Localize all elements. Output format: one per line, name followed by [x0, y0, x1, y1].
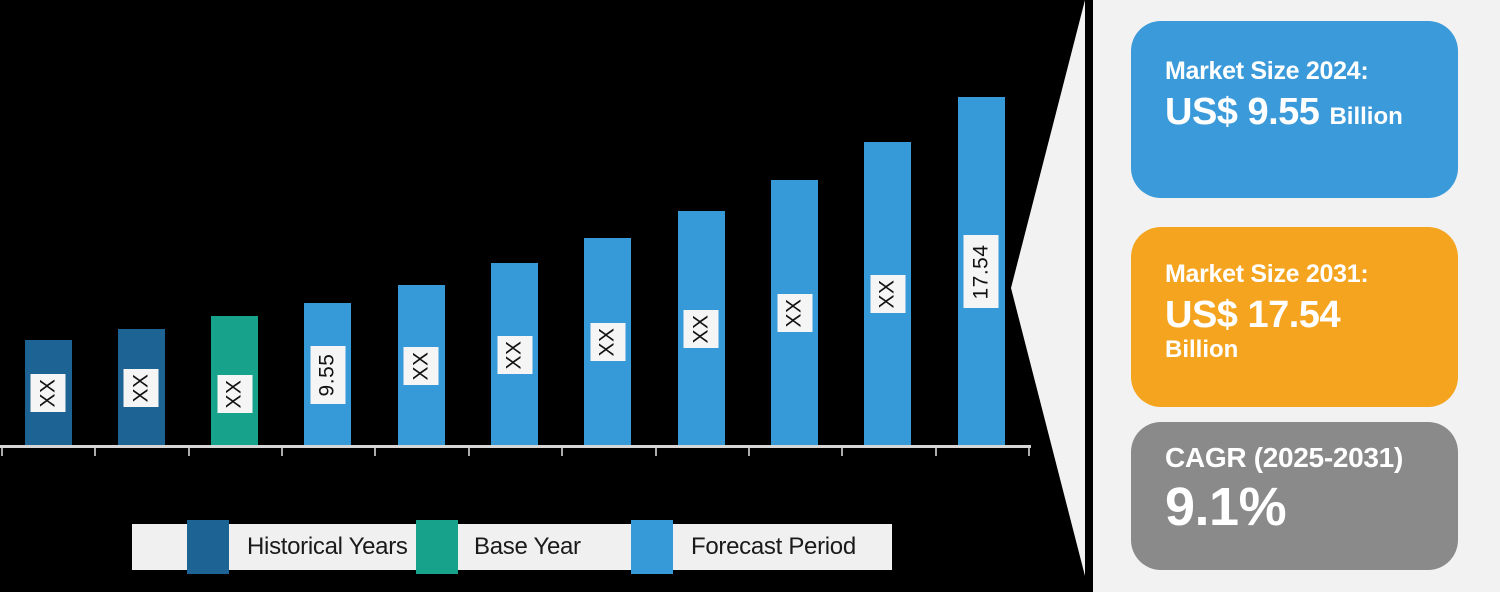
bar-value-label: XX	[123, 368, 159, 407]
legend-label-forecast-period: Forecast Period	[691, 533, 856, 560]
legend-swatch-historical-years	[187, 520, 229, 574]
bar-value-label: XX	[870, 275, 906, 313]
bar-value-label: XX	[683, 309, 719, 348]
axis-tick	[187, 448, 190, 456]
bar-value-label: XX	[217, 375, 253, 413]
bar-1: XX	[24, 340, 72, 446]
axis-tick	[1027, 448, 1030, 456]
bar-chart: XX XX XX 9.55 XX XX XX XX XX XX 17.54	[24, 97, 1005, 446]
legend-label-base-year: Base Year	[474, 533, 581, 560]
bar-value-label: XX	[777, 294, 813, 332]
bar-7: XX	[584, 238, 632, 446]
market-size-2031-unit: Billion	[1165, 336, 1239, 363]
axis-tick	[561, 448, 564, 456]
x-axis-line	[0, 445, 1031, 448]
axis-tick	[654, 448, 657, 456]
bar-value-label: XX	[403, 346, 439, 385]
cagr-title: CAGR (2025-2031)	[1165, 442, 1403, 473]
bar-value-label: 9.55	[310, 345, 346, 404]
bar-11: 17.54	[957, 97, 1005, 446]
axis-tick	[841, 448, 844, 456]
bar-value-label: 17.54	[963, 235, 999, 308]
bar-9: XX	[771, 180, 819, 446]
cagr-value: 9.1%	[1165, 477, 1287, 537]
bar-value-label: XX	[497, 335, 533, 374]
market-size-2024-title: Market Size 2024:	[1165, 57, 1369, 85]
axis-tick	[94, 448, 97, 456]
market-size-2024-card: Market Size 2024: US$ 9.55 Billion	[1131, 21, 1458, 198]
market-size-2024-value: US$ 9.55	[1165, 91, 1320, 133]
market-size-2031-card: Market Size 2031: US$ 17.54 Billion	[1131, 227, 1458, 407]
legend-swatch-base-year	[416, 520, 458, 574]
axis-tick	[747, 448, 750, 456]
legend-label-historical-years: Historical Years	[247, 533, 408, 560]
axis-tick	[1, 448, 3, 456]
cagr-card: CAGR (2025-2031) 9.1%	[1131, 422, 1458, 570]
bar-10: XX	[864, 142, 912, 446]
axis-tick	[934, 448, 937, 456]
market-size-2024-unit: Billion	[1329, 103, 1403, 130]
market-size-2031-title: Market Size 2031:	[1165, 260, 1369, 288]
bar-value-label: XX	[590, 323, 626, 361]
bar-6: XX	[491, 263, 539, 446]
bar-8: XX	[677, 211, 725, 446]
bar-3: XX	[211, 316, 259, 446]
bar-5: XX	[397, 285, 445, 446]
axis-tick	[281, 448, 284, 456]
market-size-2031-value: US$ 17.54	[1165, 294, 1341, 336]
stats-panel: Market Size 2024: US$ 9.55 Billion Marke…	[1093, 0, 1500, 592]
legend-swatch-forecast-period	[631, 520, 673, 574]
bar-4: 9.55	[304, 303, 352, 446]
chart-legend	[132, 524, 892, 570]
bar-2: XX	[117, 329, 165, 446]
bar-value-label: XX	[30, 374, 66, 412]
axis-tick	[467, 448, 470, 456]
axis-tick	[374, 448, 377, 456]
